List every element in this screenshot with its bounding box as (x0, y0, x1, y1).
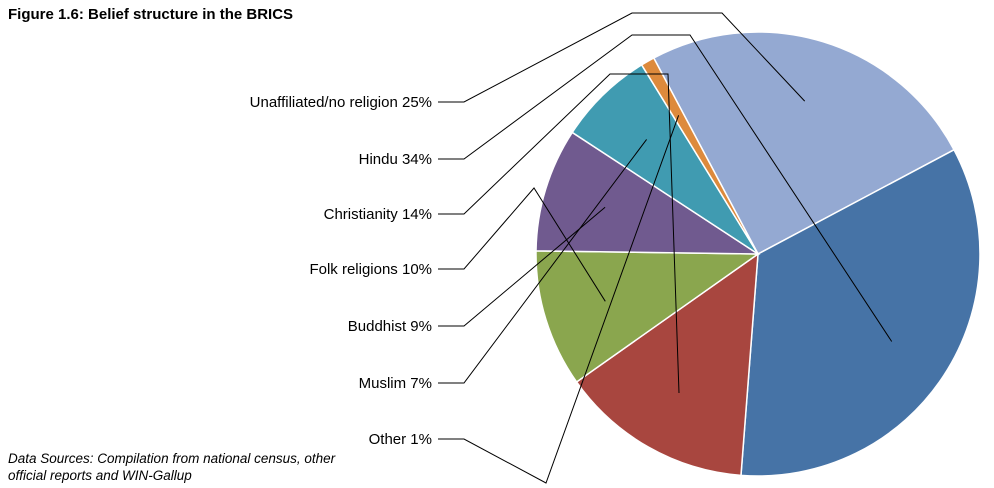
slice-label-christianity: Christianity 14% (324, 206, 432, 223)
slice-label-other: Other 1% (369, 431, 432, 448)
pie-slice-hindu (740, 148, 981, 477)
leader-line-unaffiliated-no-religion (438, 12, 806, 103)
pie-slice-christianity (575, 252, 759, 477)
leader-line-muslim (438, 139, 648, 384)
leader-line-hindu (438, 34, 893, 342)
pie-slice-folk-religions (535, 250, 761, 384)
slice-labels: Unaffiliated/no religion 25% Hindu 34% Chr… (250, 94, 432, 448)
leader-line-folk-religions (438, 187, 606, 302)
pie-slices (535, 31, 981, 477)
leader-line-christianity (438, 73, 680, 394)
slice-label-unaffiliated-no-religion: Unaffiliated/no religion 25% (250, 94, 432, 111)
slice-label-hindu: Hindu 34% (359, 151, 432, 168)
pie-slice-other (640, 56, 759, 255)
pie-slice-buddhist (535, 131, 761, 255)
figure-title: Figure 1.6: Belief structure in the BRIC… (8, 6, 294, 23)
slice-label-folk-religions: Folk religions 10% (309, 261, 432, 278)
slice-label-muslim: Muslim 7% (359, 375, 432, 392)
slice-label-buddhist: Buddhist 9% (348, 318, 432, 335)
leader-line-other (438, 115, 680, 484)
data-source-note: Data Sources: Compilation from national … (8, 451, 336, 483)
leader-line-buddhist (438, 206, 606, 327)
leader-lines (438, 12, 893, 484)
